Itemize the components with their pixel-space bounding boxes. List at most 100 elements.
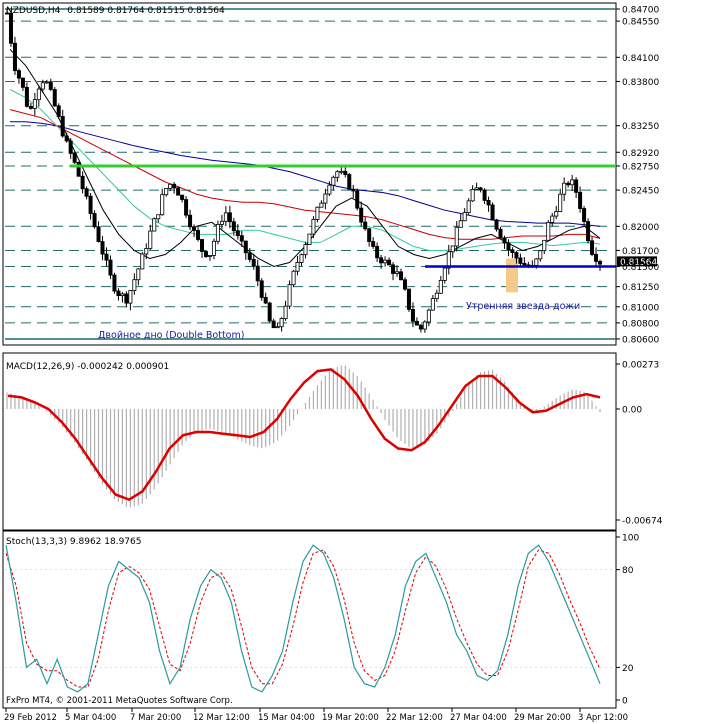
- candle: [140, 252, 145, 270]
- macd-axis-labels: 0.00273 0.00 -0.00674: [616, 361, 663, 527]
- price-tick: 0.82750: [616, 162, 659, 172]
- candle: [558, 188, 563, 213]
- candle: [24, 82, 29, 108]
- price-title: NZDUSD,H4 0.81589 0.81764 0.81515 0.8156…: [6, 6, 225, 16]
- candle: [494, 218, 499, 232]
- time-tick-label: 15 Mar 04:00: [258, 713, 315, 723]
- current-price-label: 0.81564: [620, 258, 657, 268]
- candle: [223, 206, 228, 227]
- time-tick: 7 Mar 20:00: [130, 708, 181, 723]
- time-tick-label: 27 Mar 04:00: [450, 713, 507, 723]
- candle: [227, 205, 232, 229]
- candle: [104, 247, 109, 267]
- candle: [490, 202, 495, 221]
- candle: [363, 216, 368, 231]
- time-tick: 15 Mar 04:00: [258, 708, 315, 723]
- candle: [56, 103, 61, 119]
- candle: [367, 227, 372, 247]
- price-tick: 0.81000: [616, 303, 659, 313]
- price-tick: 0.83800: [616, 78, 659, 88]
- ohlc-label: 0.81589 0.81764 0.81515 0.81564: [67, 6, 225, 16]
- candle: [231, 218, 236, 236]
- candle: [586, 218, 591, 244]
- candle: [554, 205, 559, 220]
- candle: [395, 265, 400, 277]
- candle: [522, 257, 527, 266]
- candle: [112, 272, 117, 294]
- stoch-tick: 0: [616, 697, 628, 707]
- candle: [188, 209, 193, 231]
- candle: [438, 275, 443, 294]
- candle: [247, 248, 252, 263]
- price-tick: 0.84550: [616, 18, 659, 28]
- candle: [132, 273, 137, 295]
- symbol-label: NZDUSD,H4: [6, 6, 61, 16]
- candle: [383, 256, 388, 267]
- time-tick: 29 Feb 2012: [4, 708, 57, 723]
- price-tick: 0.84700: [616, 6, 659, 16]
- candle: [92, 210, 97, 229]
- stoch-tick: 20: [616, 664, 634, 674]
- candle: [263, 292, 268, 305]
- candle: [323, 188, 328, 210]
- stoch-title: Stoch(13,3,3) 9.8962 18.9765: [6, 537, 141, 547]
- candle: [418, 323, 423, 333]
- candle: [566, 181, 571, 188]
- candle: [16, 68, 21, 84]
- candle: [299, 253, 304, 266]
- candle: [291, 269, 296, 288]
- candle: [120, 292, 125, 303]
- price-tick-label: 0.80600: [622, 335, 659, 345]
- price-tick: 0.82920: [616, 149, 659, 159]
- candlesticks: [5, 8, 603, 333]
- stoch-main-line: [5, 544, 601, 693]
- candle: [52, 87, 57, 107]
- candle: [251, 253, 256, 270]
- price-tick: 0.81500: [616, 263, 659, 273]
- candle: [243, 240, 248, 260]
- price-tick: 0.81250: [616, 283, 659, 293]
- time-tick: 29 Mar 20:00: [514, 708, 571, 723]
- candle: [255, 259, 260, 287]
- candle: [279, 317, 284, 332]
- candle: [211, 238, 216, 260]
- candle: [550, 212, 555, 227]
- time-tick: 27 Mar 04:00: [450, 708, 507, 723]
- candle: [454, 221, 459, 252]
- candle: [486, 196, 491, 212]
- price-tick-label: 0.81700: [622, 247, 659, 257]
- copyright-text: FxPro MT4, © 2001-2011 MetaQuotes Softwa…: [6, 696, 233, 706]
- macd-panel[interactable]: [2, 352, 617, 531]
- candle: [48, 78, 53, 92]
- macd-tick: 0.00273: [616, 361, 659, 371]
- candle: [235, 224, 240, 240]
- candle: [343, 165, 348, 178]
- candle: [578, 186, 583, 213]
- candle: [410, 302, 415, 328]
- time-tick-label: 29 Feb 2012: [4, 713, 57, 723]
- candle: [430, 295, 435, 311]
- candle: [203, 250, 208, 258]
- macd-tick: 0.00: [616, 405, 642, 415]
- candle: [275, 322, 280, 329]
- macd-tick: -0.00674: [616, 517, 663, 527]
- candle: [399, 268, 404, 281]
- candle: [590, 237, 595, 257]
- candle: [80, 171, 85, 194]
- time-tick: 19 Mar 20:00: [322, 708, 379, 723]
- candle: [32, 92, 37, 116]
- time-tick-label: 7 Mar 20:00: [130, 713, 181, 723]
- candle: [379, 254, 384, 269]
- time-tick: 12 Mar 12:00: [193, 708, 250, 723]
- stoch-panel[interactable]: [2, 530, 617, 709]
- candle: [355, 188, 360, 211]
- candle: [478, 186, 483, 193]
- candle: [562, 177, 567, 201]
- price-tick-label: 0.82000: [622, 223, 659, 233]
- candle: [168, 183, 173, 192]
- candle: [259, 278, 264, 301]
- price-panel[interactable]: [2, 2, 617, 346]
- candle: [283, 300, 288, 321]
- key-levels: [5, 8, 616, 340]
- candle: [68, 138, 73, 159]
